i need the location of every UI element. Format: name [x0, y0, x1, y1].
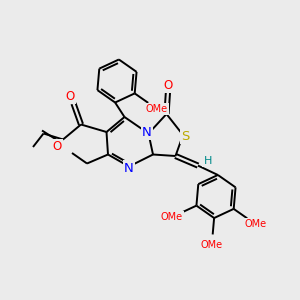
- Text: H: H: [203, 156, 212, 166]
- Text: O: O: [164, 79, 172, 92]
- Text: OMe: OMe: [161, 212, 183, 222]
- Text: OMe: OMe: [146, 104, 168, 114]
- Text: N: N: [124, 161, 134, 175]
- Text: OMe: OMe: [201, 240, 223, 250]
- Text: S: S: [181, 130, 190, 143]
- Text: N: N: [142, 125, 152, 139]
- Text: O: O: [52, 140, 62, 153]
- Text: O: O: [66, 90, 75, 104]
- Text: OMe: OMe: [245, 219, 267, 230]
